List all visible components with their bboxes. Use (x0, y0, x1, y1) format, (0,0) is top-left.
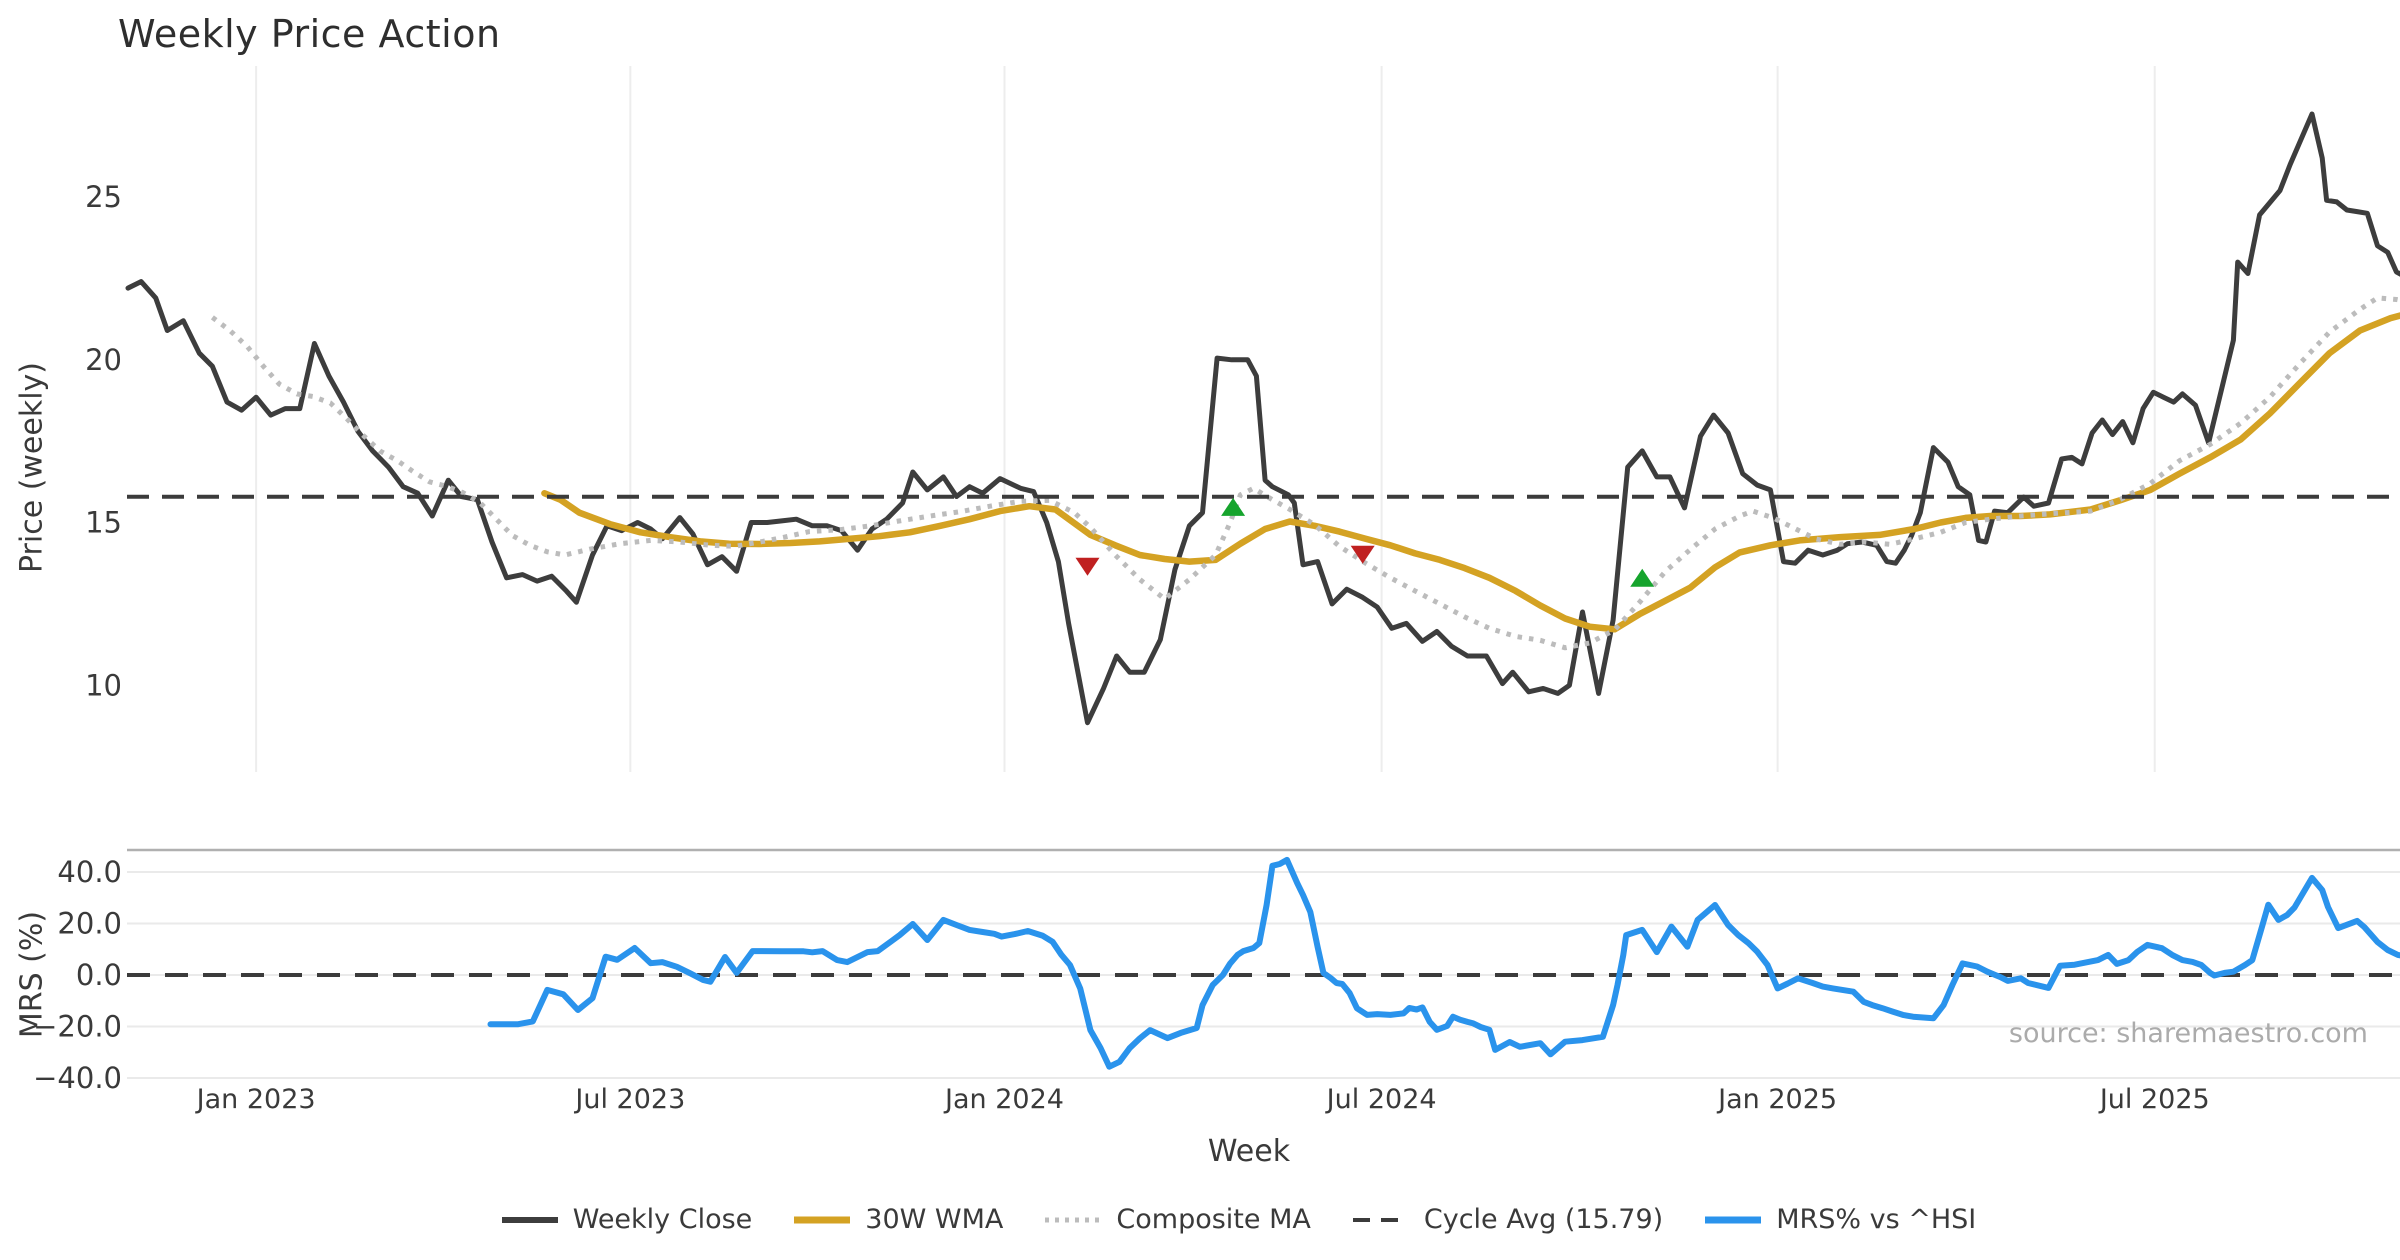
legend-line-swatch (1045, 1217, 1102, 1222)
buy-signal-marker (1630, 568, 1655, 587)
chart-legend: Weekly Close 30W WMA Composite MA Cycle Avg… (38, 1204, 2400, 1235)
price-ytick-label: 15 (85, 506, 122, 540)
legend-item-composite-ma: Composite MA (1043, 1204, 1311, 1235)
price-ytick-label: 25 (85, 180, 122, 214)
mrs-axis-label: MRS (%) (14, 910, 50, 1039)
series-weekly-close (125, 111, 2400, 726)
legend-line-swatch (1705, 1216, 1762, 1223)
legend-item-label: Weekly Close (572, 1204, 753, 1235)
series-mrs-vs-hsi (487, 856, 2400, 1070)
sell-signal-marker (1075, 557, 1100, 576)
x-tick-label: Jul 2023 (573, 1084, 685, 1115)
x-tick-label: Jul 2025 (2098, 1084, 2210, 1115)
mrs-ytick-label: −40.0 (33, 1061, 122, 1095)
legend-item-label: 30W WMA (865, 1204, 1004, 1235)
legend-item-label: Cycle Avg (15.79) (1423, 1204, 1664, 1235)
series-composite-ma (210, 295, 2400, 651)
price-ytick-label: 10 (85, 668, 122, 702)
chart-title: Weekly Price Action (118, 12, 501, 56)
x-tick-label: Jan 2025 (1716, 1084, 1837, 1115)
x-tick-label: Jan 2024 (943, 1084, 1064, 1115)
legend-item-30w-wma: 30W WMA (792, 1204, 1003, 1235)
mrs-ytick-label: −20.0 (33, 1010, 122, 1044)
sell-signal-marker (1350, 545, 1375, 564)
source-watermark: source: sharemaestro.com (2008, 1018, 2368, 1049)
legend-line-swatch (794, 1216, 851, 1223)
buy-signal-marker (1221, 497, 1246, 516)
legend-item-label: Composite MA (1116, 1204, 1311, 1235)
mrs-ytick-label: 40.0 (57, 855, 122, 889)
price-axis-label: Price (weekly) (14, 361, 50, 574)
x-tick-label: Jul 2024 (1325, 1084, 1437, 1115)
legend-line-swatch (1352, 1217, 1409, 1222)
legend-item-mrs-vs-hsi: MRS% vs ^HSI (1703, 1204, 1976, 1235)
x-tick-label: Jan 2023 (195, 1084, 316, 1115)
legend-line-swatch (501, 1216, 558, 1223)
mrs-ytick-label: 20.0 (57, 907, 122, 941)
legend-item-weekly-close: Weekly Close (500, 1204, 753, 1235)
mrs-ytick-label: 0.0 (76, 958, 122, 992)
series-30w-wma (541, 312, 2400, 633)
x-axis-label: Week (1207, 1134, 1291, 1169)
legend-item-cycle-avg-15-79: Cycle Avg (15.79) (1351, 1204, 1663, 1235)
legend-item-label: MRS% vs ^HSI (1776, 1204, 1977, 1235)
price-ytick-label: 20 (85, 343, 122, 377)
